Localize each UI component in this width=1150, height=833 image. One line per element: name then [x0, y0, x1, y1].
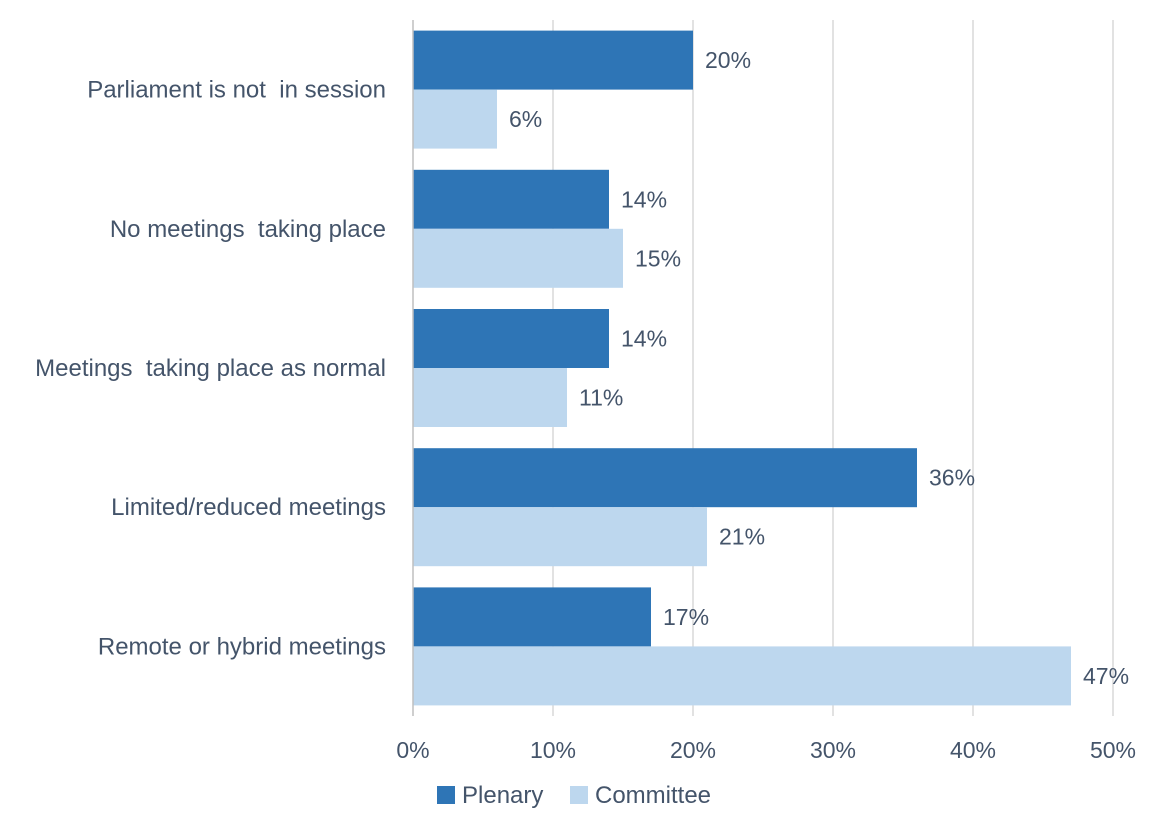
legend-label-committee: Committee	[595, 782, 711, 809]
bar-committee	[413, 89, 497, 149]
data-label: 20%	[705, 47, 751, 73]
bar-plenary	[413, 169, 609, 229]
x-tick-label: 10%	[530, 737, 576, 763]
bar-committee	[413, 228, 623, 288]
category-label: Parliament is not in session	[87, 77, 386, 104]
legend-label-plenary: Plenary	[462, 782, 543, 809]
bar-committee	[413, 507, 707, 567]
x-tick-label: 20%	[670, 737, 716, 763]
bar-plenary	[413, 587, 651, 647]
data-label: 21%	[719, 524, 765, 550]
category-label: Limited/reduced meetings	[111, 494, 386, 521]
data-label: 47%	[1083, 663, 1129, 689]
data-label: 17%	[663, 604, 709, 630]
data-label: 15%	[635, 245, 681, 271]
category-label: No meetings taking place	[110, 216, 386, 243]
bars	[413, 30, 1071, 706]
data-label: 36%	[929, 465, 975, 491]
data-label: 14%	[621, 186, 667, 212]
bar-committee	[413, 646, 1071, 706]
x-tick-label: 50%	[1090, 737, 1136, 763]
data-label: 14%	[621, 326, 667, 352]
legend-swatch-plenary	[437, 786, 455, 804]
labels: 0% 10% 20% 30% 40% 50% Parliament is not in se…	[35, 47, 1136, 763]
legend-swatch-committee	[570, 786, 588, 804]
bar-plenary	[413, 448, 917, 508]
x-tick-label: 30%	[810, 737, 856, 763]
category-label: Remote or hybrid meetings	[98, 633, 386, 660]
bar-committee	[413, 368, 567, 427]
bar-plenary	[413, 309, 609, 368]
data-label: 6%	[509, 106, 542, 132]
legend: Plenary Committee	[437, 782, 711, 809]
category-label: Meetings taking place as normal	[35, 355, 386, 382]
x-tick-label: 0%	[396, 737, 429, 763]
data-label: 11%	[579, 385, 623, 411]
x-tick-label: 40%	[950, 737, 996, 763]
bar-plenary	[413, 30, 693, 90]
